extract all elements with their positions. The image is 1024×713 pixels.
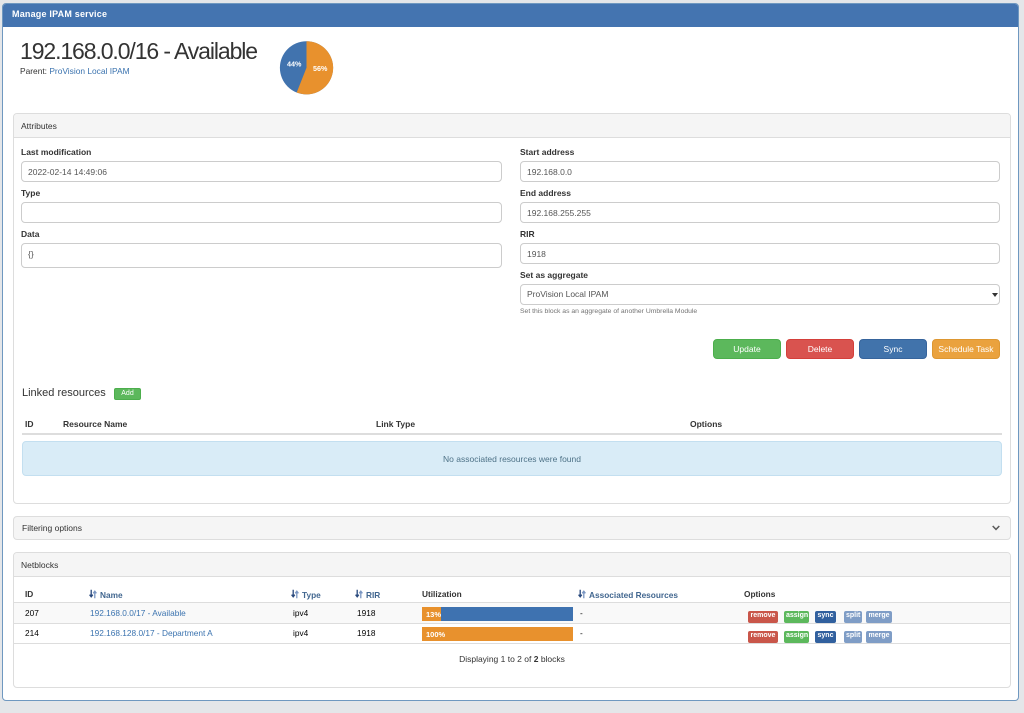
svg-text:56%: 56% — [313, 64, 328, 73]
svg-text:44%: 44% — [287, 60, 302, 69]
